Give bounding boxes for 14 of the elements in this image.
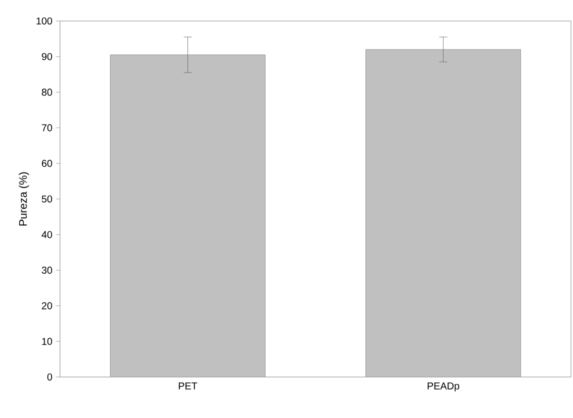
y-tick-label: 50: [42, 195, 52, 203]
y-tick-label: 40: [42, 231, 52, 238]
x-tick-label: PET: [178, 382, 198, 390]
y-tick-label: 90: [42, 53, 52, 60]
y-tick-label: 0: [47, 373, 52, 381]
y-axis-title: Pureza (%): [18, 172, 30, 226]
y-tick-label: 80: [42, 88, 52, 96]
x-tick-label: PEADp: [428, 382, 460, 392]
y-tick-label: 70: [42, 124, 52, 132]
y-tick-label: 30: [42, 266, 52, 274]
y-tick-label: 10: [42, 338, 52, 345]
y-tick-label: 20: [42, 302, 52, 310]
y-tick-label: 60: [42, 160, 52, 167]
y-tick-label: 100: [36, 17, 52, 25]
